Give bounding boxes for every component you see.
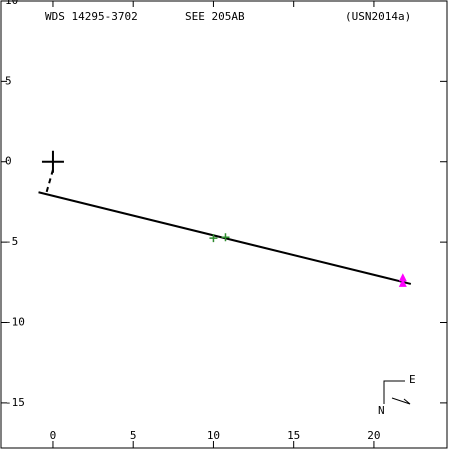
y-tick-label: -15: [5, 396, 25, 409]
x-tick-label: 5: [130, 429, 137, 442]
x-tick-label: 10: [207, 429, 220, 442]
y-tick-label: 5: [5, 74, 12, 87]
y-tick-label: -5: [5, 235, 18, 248]
cross-marker: [41, 150, 64, 173]
compass-arrow: [391, 397, 411, 405]
compass-axes: [383, 380, 405, 404]
plus-marker: [209, 234, 218, 243]
y-tick-label: 0: [5, 155, 12, 168]
y-tick-label: 10: [5, 0, 18, 7]
orbit-line: [38, 191, 412, 285]
compass: [383, 380, 411, 405]
x-tick-label: 0: [50, 429, 57, 442]
compass-east: E: [409, 373, 416, 386]
annotation: SEE 205AB: [185, 10, 245, 23]
x-tick-label: 20: [367, 429, 380, 442]
x-tick-label: 15: [287, 429, 300, 442]
dashed-line: [45, 169, 54, 193]
y-tick-label: -10: [5, 316, 25, 329]
plus-marker: [221, 233, 230, 242]
triangle-marker: [398, 278, 407, 287]
compass-north: N: [378, 404, 385, 417]
annotation: WDS 14295-3702: [45, 10, 138, 23]
annotation: (USN2014a): [345, 10, 411, 23]
triangle-marker: [398, 273, 407, 282]
